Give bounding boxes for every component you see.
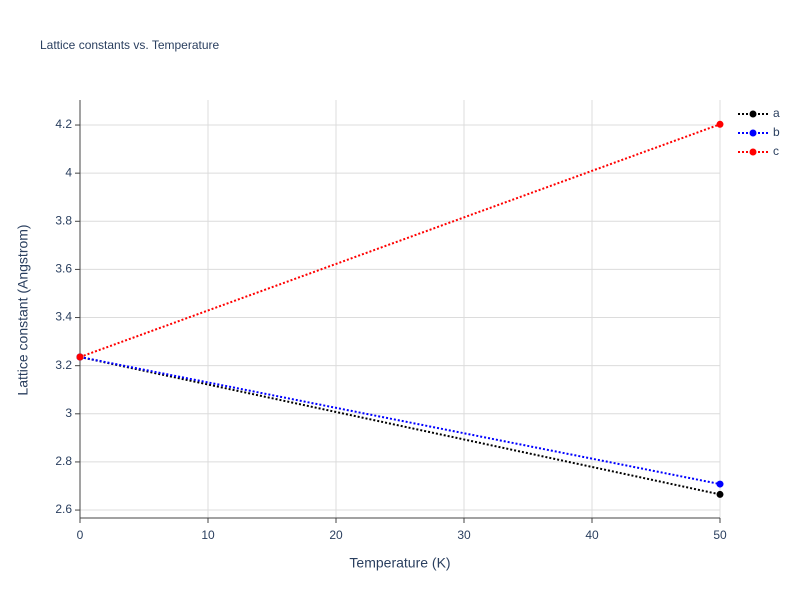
- y-tick-label: 2.8: [55, 454, 72, 468]
- series-line: [79, 123, 721, 358]
- x-tick-label: 20: [329, 528, 343, 542]
- series-line: [79, 356, 721, 486]
- y-tick-label: 2.6: [55, 502, 72, 516]
- legend-label: c: [773, 144, 779, 158]
- y-tick-label: 3.8: [55, 213, 72, 227]
- x-axis-label: Temperature (K): [349, 555, 450, 571]
- data-point: [716, 480, 724, 488]
- y-tick-label: 3.4: [55, 310, 72, 324]
- x-tick-label: 30: [457, 528, 471, 542]
- y-tick-label: 3.6: [55, 262, 72, 276]
- data-point: [76, 353, 84, 361]
- chart-title: Lattice constants vs. Temperature: [40, 38, 220, 52]
- legend-label: b: [773, 125, 780, 139]
- legend-label: a: [773, 106, 780, 120]
- y-tick-label: 4.2: [55, 117, 72, 131]
- x-tick-label: 40: [585, 528, 599, 542]
- data-point: [716, 120, 724, 128]
- legend-marker: [749, 129, 757, 137]
- data-point: [716, 490, 724, 498]
- series-line: [79, 356, 721, 496]
- y-tick-label: 3.2: [55, 358, 72, 372]
- x-tick-label: 50: [713, 528, 727, 542]
- legend-marker: [749, 110, 757, 118]
- legend-marker: [749, 148, 757, 156]
- y-axis-label: Lattice constant (Angstrom): [15, 224, 31, 395]
- x-tick-label: 0: [77, 528, 84, 542]
- x-tick-label: 10: [201, 528, 215, 542]
- y-tick-label: 3: [65, 406, 72, 420]
- y-tick-label: 4: [65, 165, 72, 179]
